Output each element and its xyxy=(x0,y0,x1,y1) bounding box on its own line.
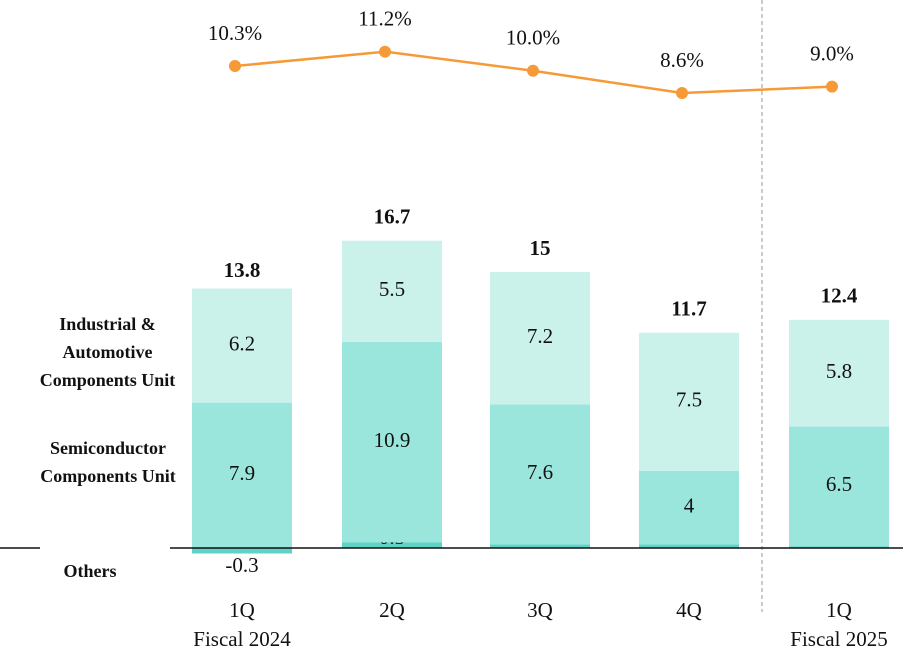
bar-segment xyxy=(342,341,442,543)
ratio-point xyxy=(826,80,838,93)
segment-label: 7.6 xyxy=(527,460,553,484)
ratio-point xyxy=(379,45,391,58)
segment-label: 7.9 xyxy=(229,461,255,485)
x-tick-label: 1Q xyxy=(229,598,255,622)
total-label: 12.4 xyxy=(821,284,858,308)
bar-segment xyxy=(490,272,590,405)
bar-segment xyxy=(490,404,590,545)
ratio-point xyxy=(229,60,241,72)
total-label: 13.8 xyxy=(224,258,261,282)
segment-label: -0.3 xyxy=(225,553,258,577)
bar-segment xyxy=(192,548,292,554)
total-label: 15 xyxy=(530,236,551,260)
x-tick-label: 3Q xyxy=(527,598,553,622)
bar-segment xyxy=(639,544,739,548)
bar-segment xyxy=(789,546,889,548)
bar-segment xyxy=(639,332,739,471)
total-label: 11.7 xyxy=(671,297,707,321)
total-label: 16.7 xyxy=(374,205,411,229)
bar-segment xyxy=(490,544,590,548)
ratio-point xyxy=(527,64,539,77)
segment-label: 5.5 xyxy=(379,277,405,301)
bar-segment xyxy=(342,240,442,342)
x-tick-label: 1Q xyxy=(826,598,852,622)
ratio-label: 10.0% xyxy=(506,26,560,50)
period-label: Fiscal 2024 xyxy=(193,627,291,651)
ratio-label: 9.0% xyxy=(810,41,854,65)
x-tick-label: 2Q xyxy=(379,598,405,622)
bar-segment xyxy=(639,470,739,545)
segment-label: 7.5 xyxy=(676,388,702,412)
period-label: Fiscal 2025 xyxy=(790,627,887,651)
segment-label: 5.8 xyxy=(826,359,852,383)
segment-label: 4 xyxy=(684,493,695,517)
ratio-label: 8.6% xyxy=(660,48,704,72)
bar-segment xyxy=(789,426,889,547)
series-label: Industrial & Automotive Components Unit xyxy=(39,314,176,390)
segment-label: 6.2 xyxy=(229,331,255,355)
ratio-label: 10.3% xyxy=(208,21,262,45)
x-tick-label: 4Q xyxy=(676,598,702,622)
series-label: Others xyxy=(63,561,117,581)
segment-label: 7.2 xyxy=(527,324,553,348)
series-label: Semiconductor Components Unit xyxy=(40,438,176,486)
segment-label: 10.9 xyxy=(374,428,411,452)
bar-segment xyxy=(789,319,889,427)
bar-segment xyxy=(192,288,292,403)
ratio-point xyxy=(676,87,688,100)
ratio-label: 11.2% xyxy=(358,7,411,31)
segment-label: 6.5 xyxy=(826,472,852,496)
bar-segment xyxy=(342,542,442,548)
bar-segment xyxy=(192,402,292,548)
